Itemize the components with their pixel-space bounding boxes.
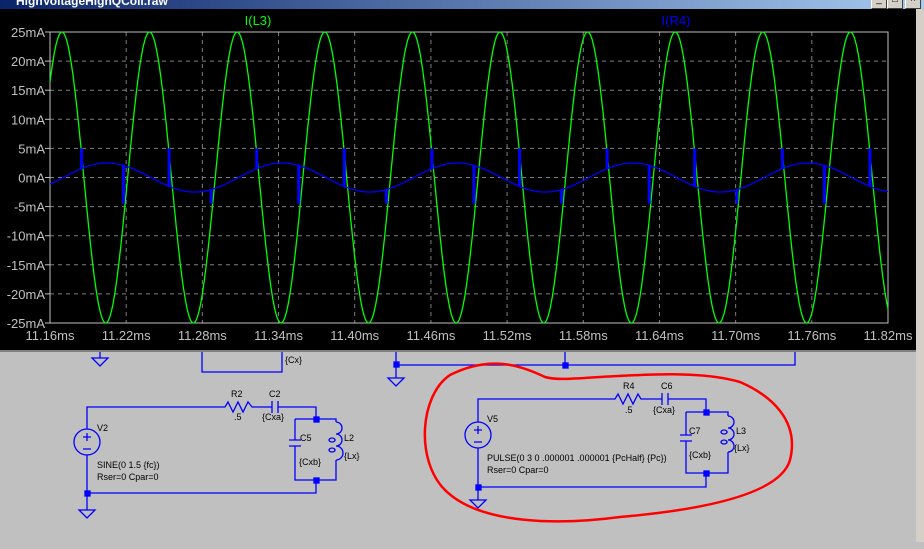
x-tick-label: 11.76ms bbox=[787, 328, 836, 343]
x-tick-label: 11.70ms bbox=[711, 328, 760, 343]
y-tick-label: 5mA bbox=[18, 141, 45, 156]
y-tick-label: 15mA bbox=[11, 83, 45, 98]
window-title-bar: HighVoltageHighQCoil.raw _ □ × bbox=[0, 0, 924, 9]
y-tick-label: -5mA bbox=[14, 200, 45, 215]
spike-up bbox=[868, 148, 872, 187]
label-r4: R4 bbox=[623, 381, 635, 391]
params-v5: Rser=0 Cpar=0 bbox=[487, 465, 549, 475]
value-c2: {Cxa} bbox=[262, 412, 284, 422]
y-tick-label: -10mA bbox=[7, 229, 46, 244]
label-c5: C5 bbox=[300, 433, 312, 443]
window-border bbox=[916, 9, 924, 542]
ground-symbol bbox=[386, 370, 406, 387]
spike-down bbox=[822, 165, 826, 204]
label-c7: C7 bbox=[689, 426, 701, 436]
value-v5: PULSE(0 3 0 .000001 .000001 {PcHalf} {Pc… bbox=[487, 453, 667, 463]
spike-up bbox=[79, 148, 83, 169]
x-tick-label: 11.34ms bbox=[254, 328, 303, 343]
value-c7: {Cxb} bbox=[689, 450, 711, 460]
y-tick-label: 0mA bbox=[18, 171, 45, 186]
x-tick-label: 11.82ms bbox=[864, 328, 913, 343]
spike-down bbox=[735, 189, 739, 204]
legend-i-r4: I(R4) bbox=[662, 13, 691, 28]
value-l3: {Lx} bbox=[734, 443, 750, 453]
x-tick-label: 11.52ms bbox=[483, 328, 532, 343]
schematic-pane[interactable]: {Cx} R2 .5 C2 {Cxa} C5 {Cxb} L2 {Lx} V2 … bbox=[0, 350, 916, 544]
x-tick-label: 11.22ms bbox=[102, 328, 151, 343]
x-tick-label: 11.40ms bbox=[330, 328, 379, 343]
y-tick-label: -15mA bbox=[7, 258, 46, 273]
y-tick-label: 20mA bbox=[11, 54, 45, 69]
x-tick-label: 11.64ms bbox=[635, 328, 684, 343]
spike-up bbox=[342, 148, 346, 187]
close-button[interactable]: × bbox=[905, 0, 921, 9]
x-tick-label: 11.28ms bbox=[178, 328, 227, 343]
label-l3: L3 bbox=[736, 426, 746, 436]
maximize-button[interactable]: □ bbox=[887, 0, 903, 9]
spike-down bbox=[384, 189, 388, 204]
spike-up bbox=[780, 148, 784, 169]
label-v2: V2 bbox=[97, 423, 108, 433]
value-l2: {Lx} bbox=[344, 451, 360, 461]
spike-down bbox=[209, 189, 213, 204]
value-r4: .5 bbox=[625, 405, 633, 415]
spike-down bbox=[122, 165, 126, 204]
label-c6: C6 bbox=[661, 381, 673, 391]
spike-up bbox=[255, 148, 259, 169]
y-tick-label: -25mA bbox=[7, 316, 46, 331]
value-v2: SINE(0 1.5 {fc}) bbox=[97, 460, 160, 470]
spike-down bbox=[647, 165, 651, 204]
spike-down bbox=[560, 189, 564, 204]
wire bbox=[395, 352, 796, 370]
label-l2: L2 bbox=[344, 433, 354, 443]
label-r2: R2 bbox=[231, 389, 243, 399]
window-title: HighVoltageHighQCoil.raw bbox=[16, 0, 168, 8]
params-v2: Rser=0 Cpar=0 bbox=[97, 472, 159, 482]
x-tick-label: 11.46ms bbox=[406, 328, 455, 343]
label-c2: C2 bbox=[269, 389, 281, 399]
series-line-i-r4 bbox=[49, 162, 889, 193]
spike-down bbox=[297, 165, 301, 204]
circuit-right bbox=[464, 392, 735, 509]
spike-up bbox=[693, 148, 697, 187]
y-tick-label: 25mA bbox=[11, 25, 45, 40]
spike-up bbox=[167, 148, 171, 187]
waveform-chart[interactable]: 11.16ms 11.22ms 11.28ms 11.34ms 11.40ms 11.46… bbox=[0, 9, 916, 350]
value-c6: {Cxa} bbox=[653, 405, 675, 415]
junction bbox=[562, 362, 569, 369]
plot-frame bbox=[49, 31, 889, 324]
circuit-left bbox=[73, 400, 344, 519]
value-c5: {Cxb} bbox=[299, 457, 321, 467]
wire bbox=[201, 352, 283, 373]
spike-up bbox=[605, 148, 609, 169]
value-r2: .5 bbox=[234, 412, 242, 422]
label-cx: {Cx} bbox=[285, 355, 302, 365]
ground-symbol bbox=[90, 352, 110, 367]
y-tick-label: 10mA bbox=[11, 112, 45, 127]
spike-down bbox=[472, 165, 476, 204]
schematic[interactable]: {Cx} R2 .5 C2 {Cxa} C5 {Cxb} L2 {Lx} V2 … bbox=[0, 352, 916, 544]
x-tick-label: 11.58ms bbox=[559, 328, 608, 343]
waveform-plot[interactable]: 11.16ms 11.22ms 11.28ms 11.34ms 11.40ms 11.46… bbox=[0, 9, 916, 350]
minimize-button[interactable]: _ bbox=[871, 0, 887, 9]
y-tick-label: -20mA bbox=[7, 287, 46, 302]
legend-i-l3: I(L3) bbox=[245, 13, 272, 28]
series-line-i-l3 bbox=[49, 31, 889, 324]
x-tick-label: 11.16ms bbox=[26, 328, 75, 343]
spike-up bbox=[430, 148, 434, 169]
label-v5: V5 bbox=[487, 414, 498, 424]
highlight-circle bbox=[423, 362, 794, 523]
junction bbox=[393, 361, 400, 368]
spike-up bbox=[518, 148, 522, 187]
